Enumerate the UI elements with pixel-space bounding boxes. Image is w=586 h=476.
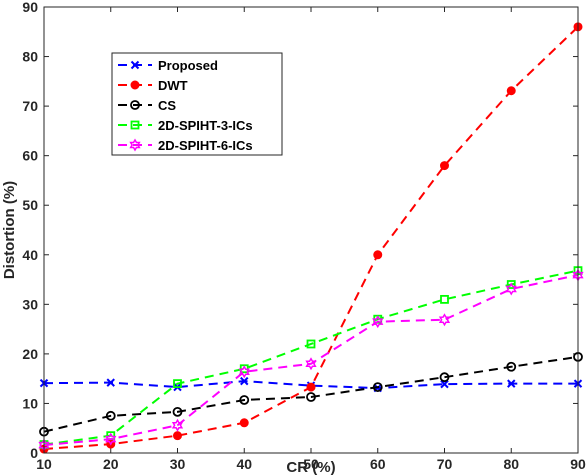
data-point (105, 432, 117, 446)
data-point (506, 280, 516, 289)
data-point (106, 378, 115, 387)
data-point (239, 418, 249, 428)
data-point (129, 138, 141, 152)
series-line (43, 355, 579, 433)
data-point (172, 406, 183, 417)
data-point (372, 382, 383, 392)
x-tick-label: 60 (370, 456, 386, 472)
legend-label: 2D-SPIHT-6-ICs (158, 138, 253, 153)
legend-item: Proposed (118, 58, 218, 73)
data-point (505, 282, 517, 296)
legend-item: CS (118, 98, 176, 113)
y-tick-label: 70 (22, 98, 38, 114)
series-line (43, 274, 579, 447)
marker-stroke (106, 378, 115, 387)
y-tick-label: 90 (22, 0, 38, 15)
y-tick-label: 40 (22, 247, 38, 263)
data-point (438, 313, 451, 327)
marker-stroke (130, 60, 140, 70)
x-tick-label: 30 (170, 456, 186, 472)
data-point (240, 376, 249, 386)
data-point (130, 80, 140, 90)
legend: Proposed DWT CS 2D-SPIHT-3-ICs 2D-SPIHT-6-IC… (111, 52, 283, 156)
legend-item: DWT (118, 78, 188, 93)
marker-stroke (507, 379, 516, 388)
legend-label: Proposed (158, 58, 218, 73)
legend-item: 2D-SPIHT-3-ICs (118, 118, 253, 133)
data-point (306, 339, 316, 349)
data-point (239, 395, 250, 405)
x-tick-label: 90 (570, 456, 586, 472)
x-tick-label: 40 (236, 456, 252, 472)
legend-label: DWT (158, 78, 188, 93)
x-tick-label: 80 (503, 456, 519, 472)
y-axis-label: Distortion (%) (1, 181, 18, 279)
y-tick-label: 30 (22, 296, 38, 312)
y-tick-label: 80 (22, 49, 38, 65)
data-point (306, 392, 316, 402)
data-point (173, 431, 182, 441)
data-point (439, 372, 450, 383)
data-point (238, 365, 250, 379)
legend-label: CS (158, 98, 176, 113)
data-point (305, 357, 317, 371)
data-point (440, 294, 449, 304)
legend-item: 2D-SPIHT-6-ICs (118, 138, 253, 153)
marker-stroke (240, 376, 249, 386)
x-tick-label: 70 (437, 456, 453, 472)
data-point (440, 379, 449, 389)
data-point (440, 161, 449, 171)
data-point (130, 120, 140, 130)
y-tick-label: 0 (30, 445, 38, 461)
data-point (130, 100, 140, 110)
x-tick-label: 20 (103, 456, 119, 472)
data-point (373, 250, 383, 260)
data-point (171, 418, 184, 432)
x-axis-label: CR (%) (286, 459, 335, 476)
series-line (43, 269, 579, 446)
data-point (372, 315, 384, 329)
data-point (507, 379, 516, 388)
data-point (506, 86, 516, 96)
y-tick-label: 60 (22, 148, 38, 164)
marker-stroke (440, 379, 449, 389)
y-tick-label: 20 (22, 346, 38, 362)
series-2d-spiht-6-ics (38, 268, 584, 452)
data-point (173, 379, 182, 389)
y-tick-label: 50 (22, 197, 38, 213)
x-tick-label: 10 (36, 456, 52, 472)
x-tick-label: 50 (303, 456, 319, 472)
data-point (130, 60, 140, 70)
data-point (506, 361, 517, 372)
legend-label: 2D-SPIHT-3-ICs (158, 118, 253, 133)
plot-frame (43, 6, 579, 454)
y-tick-label: 10 (22, 395, 38, 411)
data-point (105, 410, 116, 421)
data-point (306, 382, 316, 392)
